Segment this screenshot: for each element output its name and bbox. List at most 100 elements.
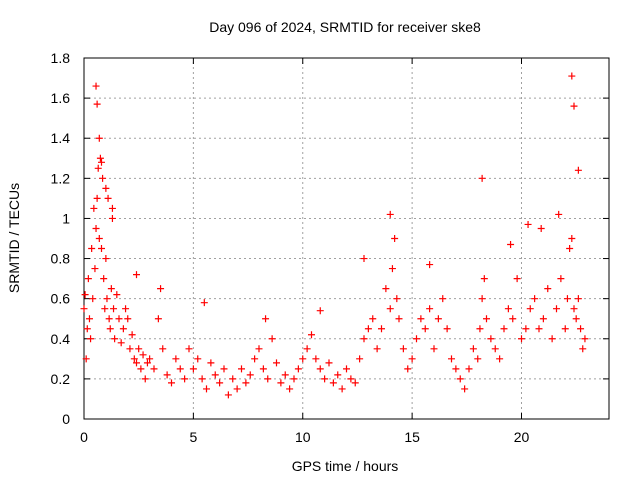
data-point (557, 275, 565, 283)
data-point (443, 325, 451, 333)
data-point (434, 315, 442, 323)
data-point (343, 365, 350, 373)
data-point (84, 275, 92, 283)
data-point (544, 285, 552, 293)
data-point (417, 315, 425, 323)
data-point (94, 164, 102, 172)
data-point (172, 355, 180, 363)
y-axis-label: SRMTID / TECUs (6, 183, 22, 293)
data-point (316, 365, 324, 373)
data-point (531, 295, 539, 303)
data-point (480, 275, 488, 283)
data-point (369, 315, 377, 323)
data-point (364, 325, 372, 333)
x-tick-label: 10 (295, 429, 311, 445)
data-point (474, 355, 482, 363)
data-point (96, 154, 104, 162)
data-point (483, 315, 490, 323)
data-point (325, 359, 333, 367)
data-point (102, 255, 110, 263)
data-point (122, 305, 130, 313)
data-point (130, 355, 138, 363)
data-point (378, 325, 385, 333)
data-point (92, 82, 100, 90)
data-point (91, 265, 99, 273)
y-tick-label: 0.6 (51, 291, 71, 307)
data-point (426, 305, 434, 313)
data-point (426, 261, 434, 269)
data-point (568, 72, 576, 80)
data-point (103, 295, 111, 303)
data-point (448, 355, 455, 363)
data-point (133, 359, 140, 367)
y-tick-label: 0 (62, 411, 70, 427)
data-point (526, 305, 534, 313)
data-point (211, 371, 219, 379)
data-point (95, 235, 103, 242)
data-point (108, 204, 116, 212)
data-point (563, 295, 571, 303)
data-point (478, 295, 486, 303)
data-point (107, 285, 115, 293)
data-point (535, 325, 543, 333)
data-point (154, 315, 162, 323)
x-axis-label: GPS time / hours (292, 458, 399, 474)
data-point (220, 365, 228, 373)
data-point (574, 295, 582, 303)
data-point (229, 375, 237, 383)
data-point (399, 345, 407, 353)
data-point (246, 371, 254, 379)
data-point (500, 325, 508, 333)
data-point (203, 385, 210, 393)
data-point (356, 355, 364, 363)
data-point (286, 385, 294, 393)
y-tick-label: 0.2 (51, 371, 71, 387)
data-point (386, 305, 394, 313)
data-point (507, 241, 515, 249)
data-point (146, 355, 154, 363)
data-point (338, 385, 346, 393)
y-tick-label: 1.6 (51, 90, 71, 106)
x-tick-label: 5 (189, 429, 197, 445)
y-tick-labels: 0 0.2 0.4 0.6 0.8 1 1.2 1.4 1.6 1.8 (51, 50, 71, 427)
data-point (198, 375, 206, 383)
data-point (469, 345, 477, 353)
data-point (522, 325, 530, 333)
data-point (83, 325, 91, 333)
data-point (117, 339, 125, 347)
grid-lines (84, 58, 609, 419)
data-point (159, 345, 167, 353)
chart-title: Day 096 of 2024, SRMTID for receiver ske… (209, 19, 481, 35)
data-point (168, 379, 175, 387)
data-point (579, 345, 587, 353)
data-point (299, 355, 307, 363)
data-point (89, 295, 97, 303)
data-point (124, 315, 132, 323)
data-point (316, 307, 324, 315)
data-point (421, 325, 429, 333)
data-point (496, 355, 504, 363)
data-point (135, 345, 143, 353)
data-point (200, 299, 208, 307)
data-point (581, 335, 589, 343)
data-point (98, 245, 105, 253)
data-point (408, 355, 416, 363)
data-point (518, 335, 525, 343)
data-point (439, 295, 447, 303)
data-points (80, 72, 589, 399)
data-point (524, 220, 532, 228)
data-point (513, 275, 521, 283)
data-point (312, 355, 320, 363)
data-point (251, 355, 259, 363)
data-point (395, 315, 403, 323)
data-point (150, 365, 158, 373)
data-point (92, 224, 100, 232)
data-point (351, 379, 359, 387)
data-point (277, 379, 285, 387)
data-point (133, 271, 140, 279)
y-tick-label: 0.8 (51, 251, 71, 267)
x-tick-labels: 0 5 10 15 20 (80, 429, 529, 445)
data-point (102, 184, 110, 192)
data-point (233, 385, 241, 393)
